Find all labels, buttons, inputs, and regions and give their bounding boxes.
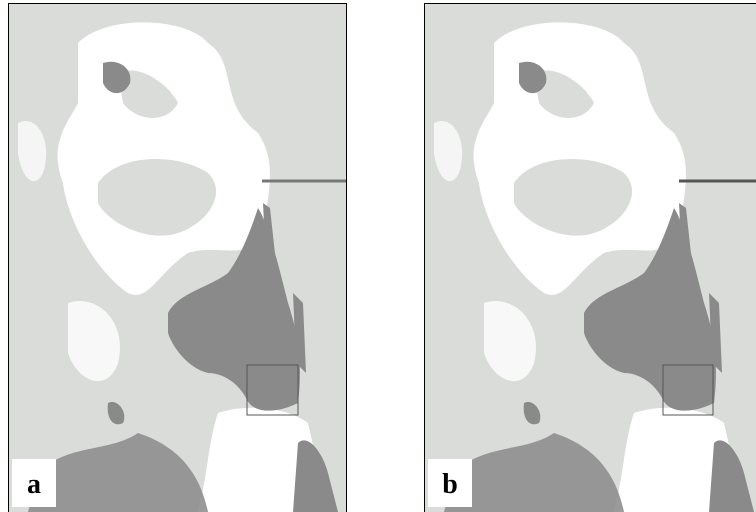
panel-a: a xyxy=(8,3,347,512)
panel-b: b xyxy=(424,3,756,512)
panel-border xyxy=(8,3,347,512)
panel-label: b xyxy=(442,469,458,500)
label-box xyxy=(12,459,56,507)
panel-image xyxy=(424,3,756,512)
panel-border xyxy=(424,3,756,512)
inset-box xyxy=(662,364,714,416)
panel-label: a xyxy=(27,469,41,500)
inset-box xyxy=(246,364,299,416)
label-box xyxy=(428,459,472,507)
panel-image xyxy=(8,3,347,512)
